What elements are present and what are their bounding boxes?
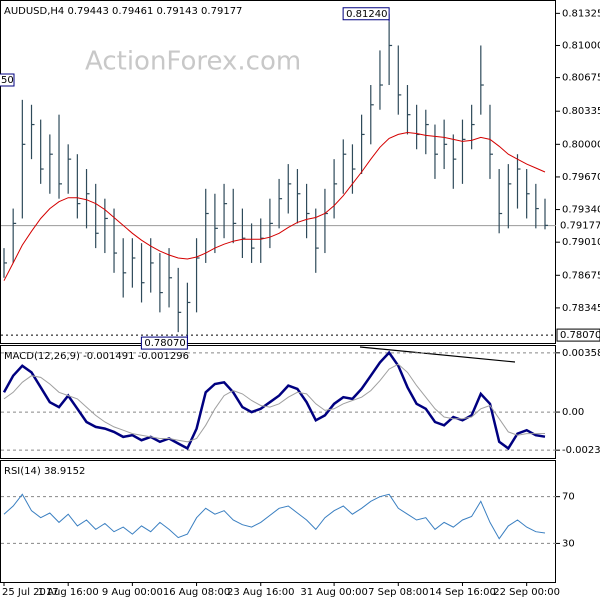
y-tick-label: 30 (562, 538, 575, 549)
y-tick-label: 0.81325 (562, 8, 600, 19)
series-line (3, 493, 546, 540)
y-tick-label: -0.002306 (562, 445, 600, 456)
annotation-label: 0.81240 (346, 9, 387, 20)
y-tick-label: 0.00 (562, 407, 584, 418)
y-tick-label: 0.81000 (562, 40, 600, 51)
x-tick-label: 16 Aug 08:00 (163, 587, 230, 598)
annotation-box (140, 336, 188, 350)
level-label: 0.79177 (560, 221, 600, 232)
y-tick-label: 0.003587 (562, 348, 600, 359)
level-label: 0.78070 (560, 330, 600, 341)
y-tick-label: 0.80335 (562, 106, 600, 117)
x-tick-label: 31 Aug 00:00 (300, 587, 367, 598)
x-tick-label: 23 Aug 16:00 (227, 587, 294, 598)
moving-average (3, 131, 546, 281)
y-tick-label: 0.79670 (562, 172, 600, 183)
x-tick-label: 22 Sep 00:00 (493, 587, 560, 598)
edge-label-box (0, 73, 15, 87)
macd-panel (0, 345, 556, 459)
y-tick-label: 0.78675 (562, 270, 600, 281)
x-tick-label: 7 Sep 08:00 (368, 587, 428, 598)
panel-title: MACD(12,26,9) -0.001491 -0.001296 (4, 351, 189, 362)
x-tick-label: 25 Jul 2017 (2, 587, 59, 598)
y-tick-label: 70 (562, 492, 575, 503)
trend-line (359, 346, 516, 363)
panel-title: RSI(14) 38.9152 (4, 466, 85, 477)
level-label-box (556, 328, 600, 342)
y-tick-label: 0.79010 (562, 237, 600, 248)
panel-title: AUDUSD,H4 0.79443 0.79461 0.79143 0.7917… (4, 6, 242, 17)
price-panel (0, 0, 556, 344)
x-tick-label: 9 Aug 00:00 (102, 587, 163, 598)
y-tick-label: 0.78345 (562, 303, 600, 314)
watermark: ActionForex.com (85, 47, 301, 77)
annotation-box (342, 7, 390, 21)
x-tick-label: 1 Aug 16:00 (38, 587, 99, 598)
y-tick-label: 0.79340 (562, 205, 600, 216)
y-tick-label: 0.80000 (562, 139, 600, 150)
rsi-panel (0, 460, 556, 583)
series-line (3, 363, 546, 443)
annotation-label: 0.78070 (144, 338, 185, 349)
y-tick-label: 0.80675 (562, 73, 600, 84)
series-line (2, 350, 546, 451)
level-label-box (557, 219, 600, 232)
edge-label: 50 (1, 75, 14, 86)
x-tick-label: 14 Sep 16:00 (429, 587, 496, 598)
